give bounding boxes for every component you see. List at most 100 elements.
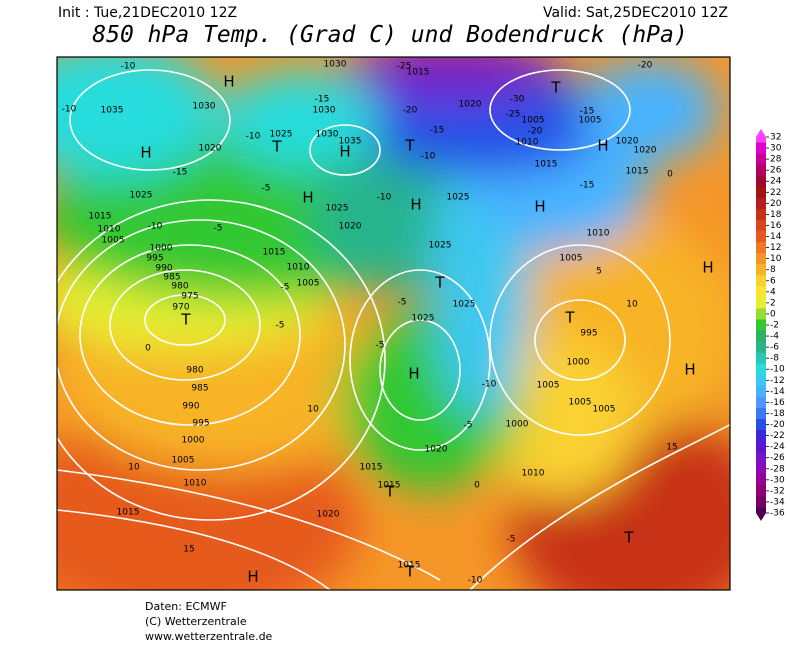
colorbar-cell xyxy=(756,308,766,320)
contour-label: -10 xyxy=(246,132,261,142)
colorbar-cell xyxy=(756,419,766,431)
pressure-center: H xyxy=(223,73,234,91)
contour-label: -10 xyxy=(482,380,497,390)
colorbar-label: -4 xyxy=(770,332,779,342)
colorbar-cell xyxy=(756,208,766,221)
contour-label: -15 xyxy=(315,95,330,105)
colorbar-cell xyxy=(756,352,766,365)
colorbar-label: -18 xyxy=(770,409,785,419)
contour-label: 995 xyxy=(192,419,209,429)
contour-label: -10 xyxy=(468,576,483,586)
contour-label: -25 xyxy=(506,110,521,120)
colorbar-cell xyxy=(756,186,766,199)
colorbar-label: 14 xyxy=(770,232,782,242)
contour-label: 15 xyxy=(183,545,194,555)
colorbar-label: -2 xyxy=(770,321,779,331)
pressure-center: T xyxy=(564,309,575,327)
contour-label: 1000 xyxy=(182,436,205,446)
contour-label: 1015 xyxy=(378,481,401,491)
colorbar-label: 12 xyxy=(770,243,781,253)
contour-label: -20 xyxy=(528,127,543,137)
colorbar-label: -16 xyxy=(770,398,785,408)
contour-label: 1005 xyxy=(172,456,195,466)
pressure-center: H xyxy=(247,568,258,586)
contour-label: 1010 xyxy=(522,469,545,479)
colorbar-label: 22 xyxy=(770,188,781,198)
colorbar-label: -30 xyxy=(770,475,785,485)
colorbar-label: 2 xyxy=(770,298,776,308)
colorbar-cell xyxy=(756,242,766,254)
colorbar-cell xyxy=(756,253,766,265)
contour-label: 1000 xyxy=(150,244,173,254)
contour-label: 1020 xyxy=(317,510,340,520)
contour-label: 1025 xyxy=(429,241,452,251)
colorbar-label: -28 xyxy=(770,464,785,474)
contour-label: 1020 xyxy=(339,222,362,232)
colorbar-label: 28 xyxy=(770,155,782,165)
colorbar-cell xyxy=(756,396,766,409)
colorbar-cell xyxy=(756,142,766,155)
contour-label: 985 xyxy=(191,384,208,394)
pressure-center: T xyxy=(404,137,415,155)
pressure-center: H xyxy=(684,361,695,379)
valid-time: Valid: Sat,25DEC2010 12Z xyxy=(543,5,728,21)
contour-label: 1035 xyxy=(339,137,362,147)
colorbar-cell xyxy=(756,474,766,486)
colorbar-label: -36 xyxy=(770,509,785,519)
pressure-center: T xyxy=(434,274,445,292)
colorbar-cell xyxy=(756,496,766,508)
map-title: 850 hPa Temp. (Grad C) und Bodendruck (h… xyxy=(92,22,687,48)
isobars xyxy=(57,69,730,590)
contour-label: -5 xyxy=(464,421,473,431)
contour-label: 995 xyxy=(580,329,597,339)
colorbar-label: -14 xyxy=(770,387,785,397)
pressure-center: H xyxy=(408,365,419,383)
colorbar-cell xyxy=(756,507,766,521)
map-frame xyxy=(56,56,731,591)
colorbar-cell xyxy=(756,286,766,298)
colorbar-label: 24 xyxy=(770,177,782,187)
init-time: Init : Tue,21DEC2010 12Z xyxy=(58,5,237,21)
contour-label: 0 xyxy=(667,170,673,180)
colorbar-label: 16 xyxy=(770,221,782,231)
colorbar-label: -32 xyxy=(770,486,785,496)
colorbar-cell xyxy=(756,330,766,343)
contour-label: 1015 xyxy=(626,167,649,177)
pressure-center: T xyxy=(404,563,415,581)
contour-label: 1015 xyxy=(407,68,430,78)
colorbar-cell xyxy=(756,231,766,243)
pressure-center: H xyxy=(140,144,151,162)
contour-label: -10 xyxy=(62,105,77,115)
colorbar-label: -12 xyxy=(770,376,785,386)
contour-label: -15 xyxy=(173,168,188,178)
colorbar-label: -20 xyxy=(770,420,785,430)
pressure-center: H xyxy=(410,196,421,214)
contour-label: 990 xyxy=(155,264,172,274)
contour-label: 1030 xyxy=(324,60,347,70)
contour-label: 10 xyxy=(307,405,319,415)
contour-label: 1005 xyxy=(579,116,602,126)
colorbar-cell xyxy=(756,430,766,442)
contour-label: -5 xyxy=(262,184,271,194)
contour-label: 1030 xyxy=(313,106,336,116)
contour-label: 1010 xyxy=(587,229,610,239)
contour-label: 1015 xyxy=(398,561,421,571)
pressure-center: T xyxy=(550,79,561,97)
colorbar-cell xyxy=(756,264,766,276)
colorbar-cell xyxy=(756,319,766,332)
colorbar-cell xyxy=(756,452,766,464)
contour-label: 1000 xyxy=(506,420,529,430)
pressure-center: H xyxy=(534,198,545,216)
contour-label: -5 xyxy=(276,321,285,331)
contour-label: 10 xyxy=(626,300,638,310)
map-field xyxy=(57,57,730,590)
colorbar-cell xyxy=(756,463,766,475)
website: www.wetterzentrale.de xyxy=(145,630,273,643)
colorbar-label: 18 xyxy=(770,210,782,220)
contour-label: 1020 xyxy=(459,100,482,110)
colorbar-label: 20 xyxy=(770,199,782,209)
colorbar-cell xyxy=(756,485,766,497)
contour-label: -25 xyxy=(397,62,412,72)
contour-label: -5 xyxy=(281,283,290,293)
